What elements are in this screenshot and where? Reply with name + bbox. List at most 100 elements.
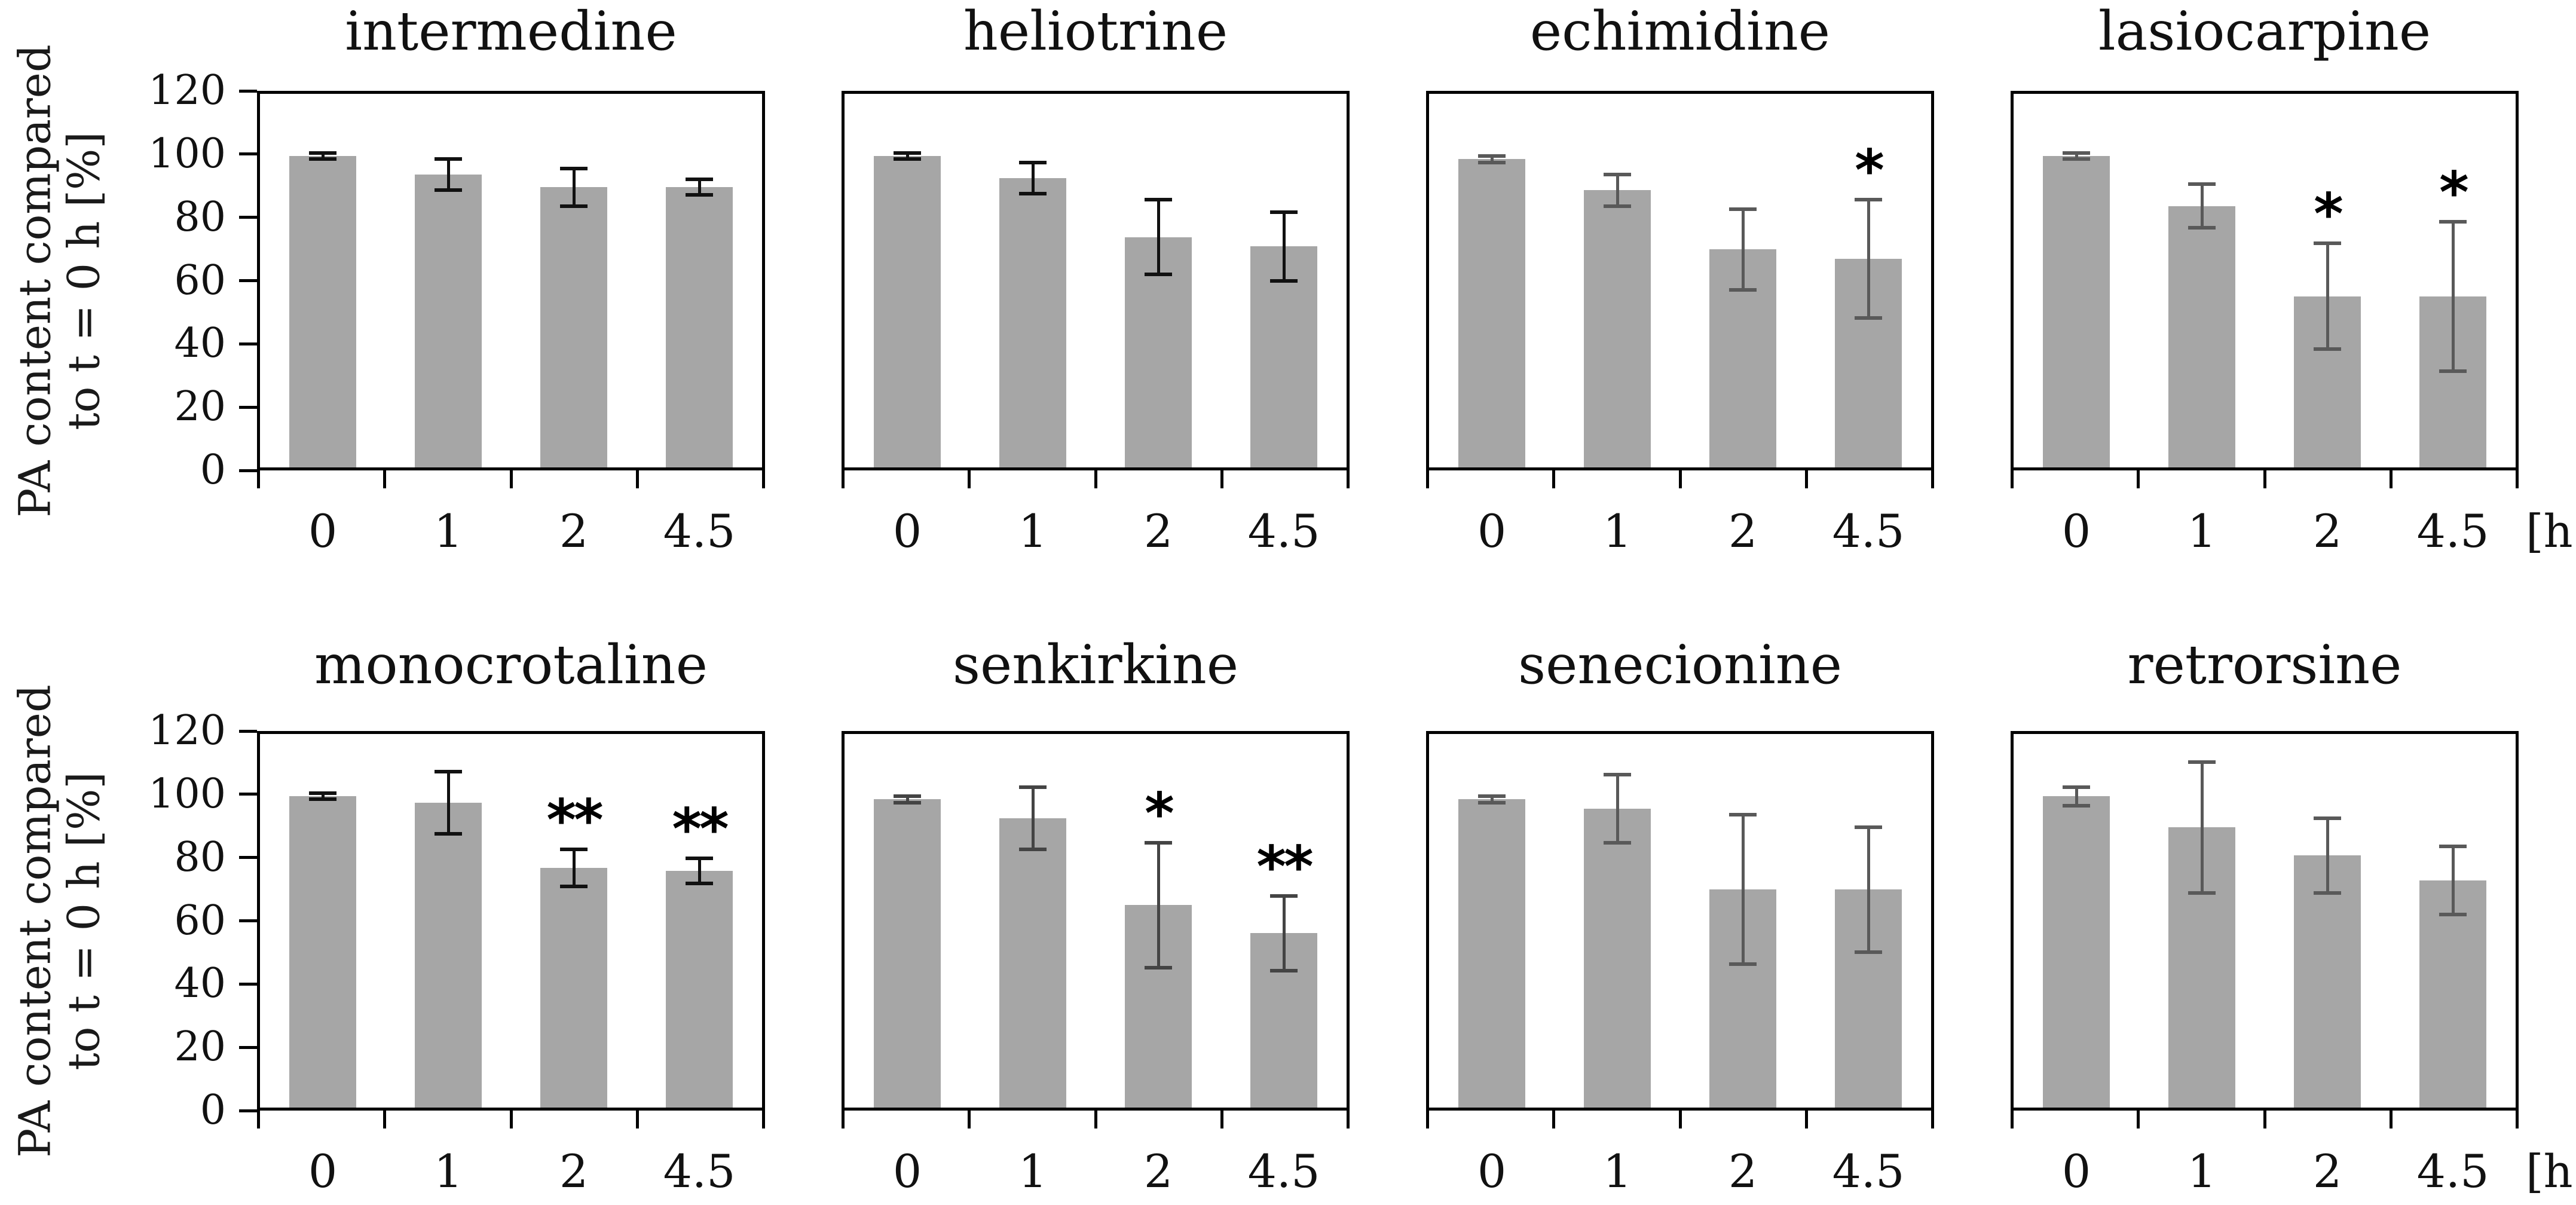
error-bar-cap-bottom xyxy=(1478,800,1506,805)
chart-title: senkirkine xyxy=(952,634,1239,696)
error-bar-cap-top xyxy=(560,847,588,851)
error-bar-cap-top xyxy=(2188,760,2216,764)
y-axis-tick xyxy=(239,89,257,93)
y-tick-label: 20 xyxy=(174,1023,226,1071)
plot-box xyxy=(842,91,1350,470)
error-bar-cap-bottom xyxy=(1729,962,1757,967)
plot-box xyxy=(1426,731,1934,1111)
x-tick-label: 0 xyxy=(2061,504,2091,558)
x-tick-label: 0 xyxy=(2061,1145,2091,1198)
y-tick-label: 120 xyxy=(148,67,226,114)
y-tick-label: 20 xyxy=(174,383,226,431)
y-axis-tick xyxy=(239,856,257,860)
significance-label: * xyxy=(1855,138,1884,204)
error-bar-stem xyxy=(2451,846,2455,915)
x-tick-label: 4.5 xyxy=(663,1145,736,1198)
x-axis-tick xyxy=(2137,1111,2140,1128)
x-tick-label: 0 xyxy=(1477,1145,1507,1198)
chart-intermedine: intermedine 0 1 2 4.5 0 20 40 60 80 100 120 xyxy=(148,0,765,602)
error-bar-cap-top xyxy=(894,151,921,155)
x-tick-label: 1 xyxy=(1602,504,1632,558)
error-bar-cap-bottom xyxy=(309,157,336,161)
x-axis-tick xyxy=(2389,1111,2393,1128)
error-bar-cap-top xyxy=(309,791,336,795)
x-axis-tick xyxy=(2263,1111,2266,1128)
error-bar-cap-bottom xyxy=(686,193,713,197)
x-tick-label: 4.5 xyxy=(1247,504,1320,558)
error-bar-stem xyxy=(2200,184,2204,228)
error-bar-cap-top xyxy=(2063,151,2090,155)
y-tick-label: 80 xyxy=(174,193,226,241)
x-tick-label: 1 xyxy=(2187,1145,2217,1198)
bar-0h xyxy=(874,799,941,1108)
error-bar-cap-top xyxy=(1478,154,1506,158)
x-tick-label: 0 xyxy=(308,1145,338,1198)
error-bar-cap-top xyxy=(435,157,462,161)
error-bar-cap-bottom xyxy=(2314,891,2341,895)
y-axis-tick xyxy=(239,469,257,472)
bar-2h xyxy=(2294,855,2361,1108)
x-tick-label: 4.5 xyxy=(1832,504,1905,558)
x-tick-label: 1 xyxy=(2187,504,2217,558)
x-tick-label: 1 xyxy=(433,504,463,558)
error-bar-stem xyxy=(1490,156,1494,163)
x-axis-tick xyxy=(842,1111,845,1128)
error-bar-cap-bottom xyxy=(1604,841,1631,845)
error-bar-cap-top xyxy=(2063,785,2090,789)
x-axis-tick xyxy=(842,470,845,488)
error-bar-stem xyxy=(1616,774,1619,843)
y-tick-label: 40 xyxy=(174,960,226,1008)
y-axis-tick xyxy=(239,279,257,282)
error-bar-cap-bottom xyxy=(560,885,588,889)
y-tick-label: 40 xyxy=(174,320,226,368)
x-axis-tick xyxy=(1094,1111,1097,1128)
error-bar-cap-bottom xyxy=(435,831,462,836)
x-tick-label: 4.5 xyxy=(1832,1145,1905,1198)
bar-4.5h xyxy=(666,187,733,467)
error-bar-cap-bottom xyxy=(1604,204,1631,208)
error-bar-cap-bottom xyxy=(309,797,336,802)
chart-monocrotaline: monocrotaline ** ** 0 1 2 4.5 0 20 40 60 80 100 120 xyxy=(148,602,765,1205)
plot-box: * xyxy=(1426,91,1934,470)
x-tick-label: 2 xyxy=(1143,1145,1173,1198)
chart-row-bottom: PA content compared to t = 0 h [%] monocro… xyxy=(0,602,2576,1205)
y-tick-label: 120 xyxy=(148,707,226,754)
error-bar-cap-bottom xyxy=(894,800,921,805)
x-axis-tick xyxy=(2011,1111,2014,1128)
error-bar-cap-bottom xyxy=(2063,157,2090,161)
x-axis-tick xyxy=(383,1111,387,1128)
hour-unit-label: [h] xyxy=(2526,1145,2576,1198)
significance-label: * xyxy=(2314,182,2344,248)
error-bar-cap-bottom xyxy=(1270,279,1298,283)
chart-title: senecionine xyxy=(1518,634,1843,696)
x-axis-tick xyxy=(1552,470,1556,488)
error-bar-cap-bottom xyxy=(1855,316,1882,320)
y-tick-label: 60 xyxy=(174,897,226,944)
x-axis-tick xyxy=(509,1111,513,1128)
error-bar-stem xyxy=(1157,200,1160,275)
x-axis-tick xyxy=(1426,1111,1429,1128)
x-tick-label: 2 xyxy=(1728,1145,1758,1198)
bar-1h xyxy=(415,175,482,467)
error-bar-cap-bottom xyxy=(2188,225,2216,230)
error-bar-cap-top xyxy=(2439,219,2467,224)
error-bar-stem xyxy=(1741,209,1745,290)
x-axis-tick xyxy=(2011,470,2014,488)
error-bar-cap-top xyxy=(2314,816,2341,820)
error-bar-cap-top xyxy=(309,151,336,155)
significance-label: ** xyxy=(1256,834,1313,900)
chart-lasiocarpine: lasiocarpine * * 0 1 2 4.5 xyxy=(2011,0,2519,602)
x-tick-label: 0 xyxy=(892,504,922,558)
error-bar-cap-top xyxy=(1729,207,1757,211)
chart-title: intermedine xyxy=(345,0,677,63)
error-bar-cap-top xyxy=(2439,844,2467,848)
error-bar-cap-top xyxy=(1270,210,1298,214)
bar-1h xyxy=(1584,809,1651,1108)
y-axis-title: PA content compared to t = 0 h [%] xyxy=(10,44,109,517)
x-axis-tick xyxy=(635,470,639,488)
plot-box xyxy=(2011,731,2519,1111)
chart-echimidine: echimidine * 0 1 2 4.5 xyxy=(1426,0,1934,602)
significance-label: ** xyxy=(672,797,729,863)
x-axis-tick xyxy=(1931,470,1934,488)
